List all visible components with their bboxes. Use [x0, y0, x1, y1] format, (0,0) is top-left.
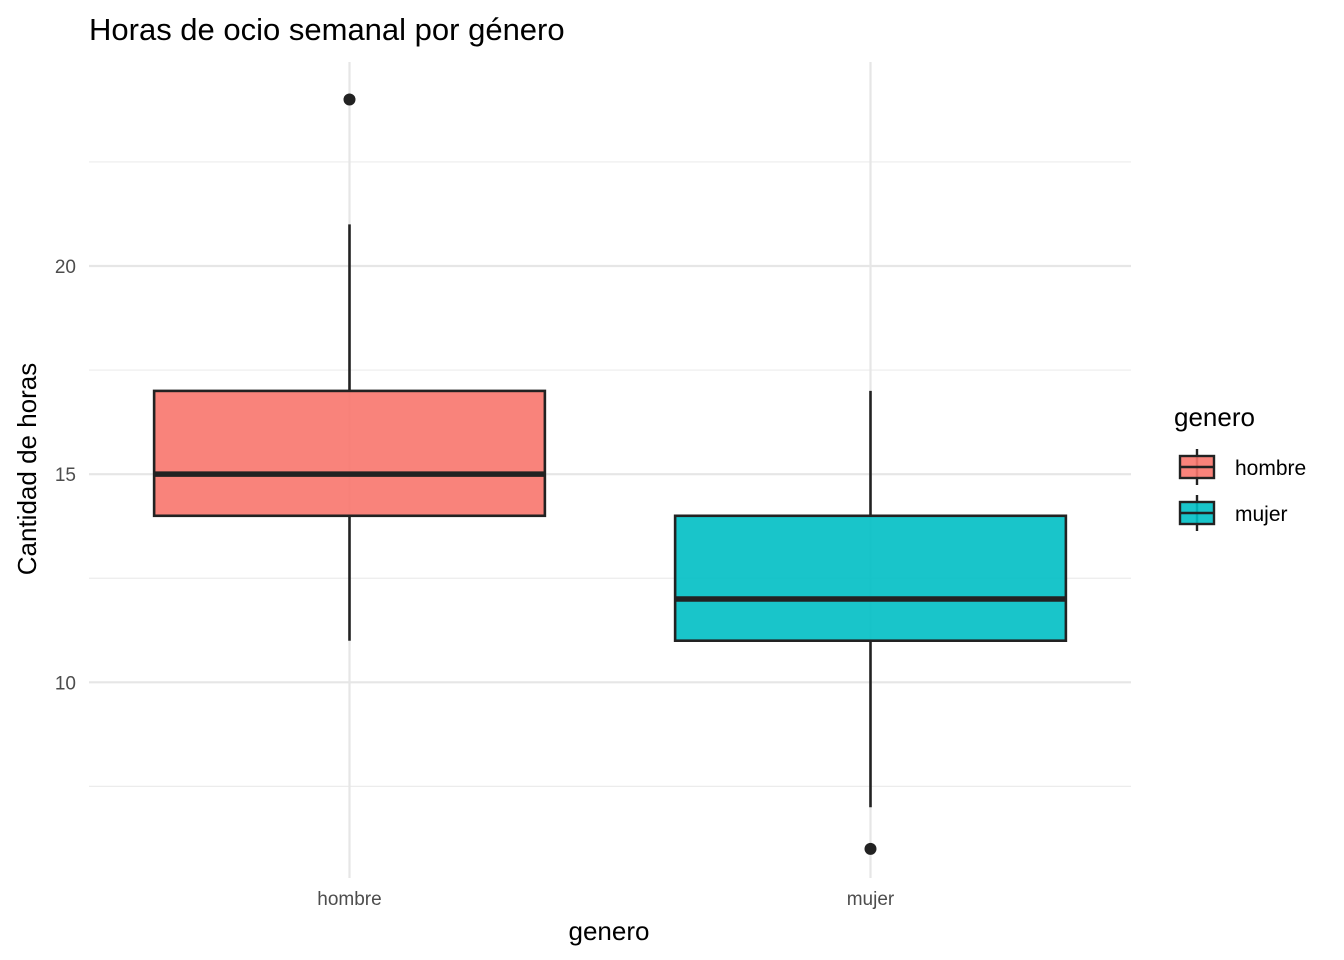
legend-label: hombre — [1235, 457, 1306, 480]
y-axis-ticks: 10 15 20 — [55, 257, 76, 694]
y-tick-label: 20 — [55, 257, 76, 278]
legend-title: genero — [1174, 402, 1255, 432]
box-body — [673, 514, 1068, 642]
x-axis-title: genero — [569, 916, 650, 946]
box-mujer — [673, 390, 1068, 855]
box-hombre — [152, 93, 547, 641]
x-tick-label: hombre — [317, 889, 381, 910]
y-tick-label: 15 — [55, 465, 76, 486]
outlier-point — [864, 842, 877, 855]
legend-item-mujer: mujer — [1178, 495, 1288, 531]
x-tick-label: mujer — [847, 889, 895, 910]
y-tick-label: 10 — [55, 673, 76, 694]
y-axis-title: Cantidad de horas — [12, 363, 42, 575]
box-body — [152, 389, 547, 518]
legend-label: mujer — [1235, 503, 1288, 526]
chart-title: Horas de ocio semanal por género — [89, 12, 565, 47]
legend-item-hombre: hombre — [1178, 449, 1306, 485]
boxes — [152, 93, 1068, 855]
outlier-point — [343, 93, 356, 106]
x-axis-ticks: hombre mujer — [317, 889, 895, 910]
legend: genero hombre mujer — [1174, 402, 1306, 531]
